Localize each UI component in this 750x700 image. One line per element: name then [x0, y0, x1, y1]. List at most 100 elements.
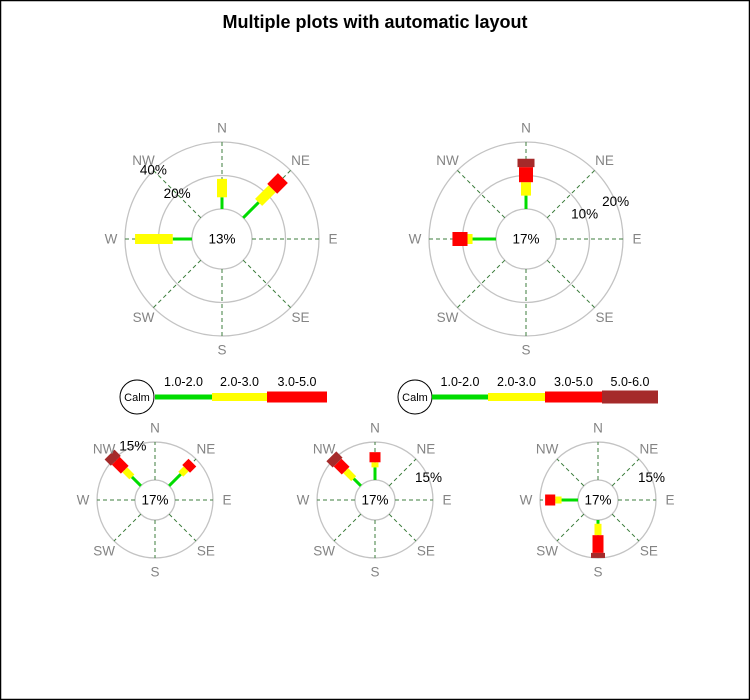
compass-label-N: N	[593, 421, 603, 436]
compass-label-SE: SE	[197, 543, 215, 558]
legend-swatch-5.0-6.0	[602, 390, 658, 404]
spoke-line-SW	[333, 513, 362, 542]
compass-label-S: S	[217, 343, 226, 358]
compass-label-NW: NW	[536, 442, 559, 457]
legend-bin-label-5.0-6.0: 5.0-6.0	[611, 375, 650, 389]
compass-label-NW: NW	[93, 442, 116, 457]
ring-label-20: 20%	[164, 186, 191, 201]
rose-bottom-middle: 17% 15% N NE E SE S SW W NW	[297, 421, 452, 580]
rose-top-left: 13% 20% 40% N NE E SE S SW W NW	[105, 121, 338, 358]
compass-label-NE: NE	[196, 442, 215, 457]
compass-label-E: E	[632, 232, 641, 247]
page-title: Multiple plots with automatic layout	[222, 12, 527, 32]
compass-label-N: N	[521, 121, 531, 136]
ring-label-15: 15%	[119, 438, 146, 453]
ring-label-20: 20%	[602, 194, 629, 209]
compass-label-SW: SW	[93, 543, 115, 558]
legend-bin-label-1.0-2.0: 1.0-2.0	[164, 375, 203, 389]
compass-label-SE: SE	[640, 543, 658, 558]
calm-percentage-label: 17%	[584, 493, 611, 508]
compass-label-N: N	[217, 121, 227, 136]
compass-label-NW: NW	[132, 153, 155, 168]
calm-circle	[119, 379, 155, 415]
ring-label-15: 15%	[415, 470, 442, 485]
calm-label: Calm	[402, 392, 428, 404]
compass-label-SW: SW	[437, 310, 459, 325]
compass-label-W: W	[520, 493, 533, 508]
wind-bar-NE-1.0-2.0	[168, 473, 182, 487]
compass-label-NE: NE	[639, 442, 658, 457]
wind-bar-NW-5.0-6.0	[104, 449, 121, 466]
compass-label-NE: NE	[416, 442, 435, 457]
spoke-line-NE	[611, 458, 640, 487]
compass-label-W: W	[105, 232, 118, 247]
ring-label-15: 15%	[638, 470, 665, 485]
compass-label-W: W	[297, 493, 310, 508]
legend-swatch-2.0-3.0	[212, 393, 267, 401]
compass-label-E: E	[665, 493, 674, 508]
wind-bar-NW-2.0-3.0	[343, 468, 357, 482]
rose-top-right: 17% 10% 20% N NE E SE S SW W NW	[409, 121, 642, 358]
compass-label-SE: SE	[291, 310, 309, 325]
compass-label-S: S	[593, 564, 602, 579]
wind-bar-NW-1.0-2.0	[130, 475, 142, 487]
compass-label-E: E	[442, 493, 451, 508]
compass-label-W: W	[77, 493, 90, 508]
spoke-line-SE	[388, 513, 417, 542]
compass-label-SE: SE	[595, 310, 613, 325]
compass-label-SW: SW	[133, 310, 155, 325]
wind-bar-NW-2.0-3.0	[122, 467, 135, 480]
compass-label-NW: NW	[436, 153, 459, 168]
legend-bin-label-2.0-3.0: 2.0-3.0	[497, 375, 536, 389]
wind-bar-NW-1.0-2.0	[352, 477, 362, 487]
legend-bin-label-3.0-5.0: 3.0-5.0	[278, 375, 317, 389]
spoke-line-NW	[556, 458, 585, 487]
compass-label-SW: SW	[536, 543, 558, 558]
calm-percentage-label: 17%	[512, 232, 539, 247]
calm-label: Calm	[124, 392, 150, 404]
wind-bar-NE-1.0-2.0	[242, 201, 260, 219]
spoke-line-SE	[611, 513, 640, 542]
wind-bar-NE-2.0-3.0	[255, 185, 276, 206]
ring-label-10: 10%	[571, 207, 598, 222]
rose-bottom-right: 17% 15% N NE E SE S SW W NW	[520, 421, 675, 580]
spoke-line-SE	[168, 513, 197, 542]
wind-bar-NW-3.0-5.0	[111, 456, 129, 474]
wind-bar-NE-2.0-3.0	[178, 466, 189, 477]
ring-label-40: 40%	[140, 162, 167, 177]
legend-bin-label-2.0-3.0: 2.0-3.0	[220, 375, 259, 389]
compass-label-S: S	[521, 343, 530, 358]
compass-label-NE: NE	[291, 153, 310, 168]
compass-label-NW: NW	[313, 442, 336, 457]
legend-bin-label-1.0-2.0: 1.0-2.0	[441, 375, 480, 389]
legend-right: Calm 1.0-2.0 2.0-3.0 3.0-5.0 5.0-6.0	[397, 375, 658, 415]
legend-swatch-2.0-3.0	[488, 393, 545, 401]
legend-bin-label-3.0-5.0: 3.0-5.0	[554, 375, 593, 389]
compass-label-SE: SE	[417, 543, 435, 558]
rose-bottom-left: 17% 15% N NE E SE S SW W NW	[77, 421, 232, 580]
legend-left: Calm 1.0-2.0 2.0-3.0 3.0-5.0	[119, 375, 327, 415]
calm-percentage-label: 13%	[208, 232, 235, 247]
wind-bar-NE-3.0-5.0	[182, 458, 197, 473]
compass-label-E: E	[222, 493, 231, 508]
legend-swatch-1.0-2.0	[155, 394, 212, 400]
calm-percentage-label: 17%	[141, 493, 168, 508]
wind-bar-NW-3.0-5.0	[333, 458, 350, 475]
compass-label-NE: NE	[595, 153, 614, 168]
wind-bar-NE-3.0-5.0	[267, 173, 288, 194]
charts-group: 13%20%40%NNEESESSWWNW17%10%20%NNEESESSWW…	[77, 121, 675, 580]
calm-percentage-label: 17%	[361, 493, 388, 508]
legend-swatch-1.0-2.0	[432, 394, 488, 400]
compass-label-E: E	[328, 232, 337, 247]
compass-label-W: W	[409, 232, 422, 247]
compass-label-SW: SW	[313, 543, 335, 558]
legend-swatch-3.0-5.0	[545, 391, 602, 403]
spoke-line-SW	[556, 513, 585, 542]
compass-label-N: N	[370, 421, 380, 436]
compass-label-S: S	[370, 564, 379, 579]
spoke-line-NE	[388, 458, 417, 487]
legend-swatch-3.0-5.0	[267, 391, 327, 403]
